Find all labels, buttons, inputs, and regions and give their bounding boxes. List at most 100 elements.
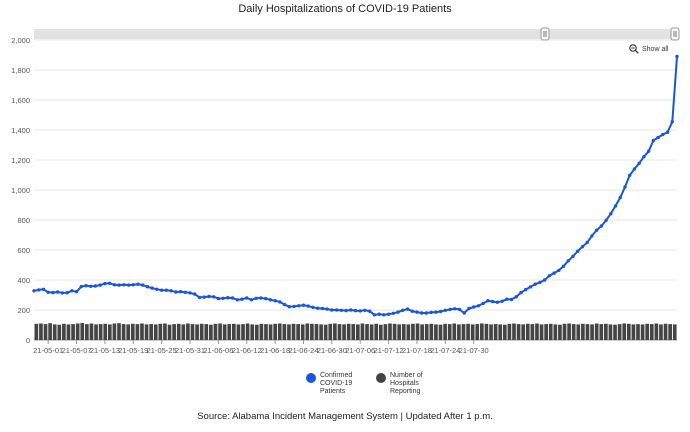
data-point — [334, 308, 339, 312]
show-all-button[interactable]: Show all — [629, 44, 668, 54]
bar — [342, 324, 346, 340]
bar — [388, 323, 392, 340]
bar — [57, 324, 62, 340]
data-point — [424, 311, 429, 315]
bar — [89, 323, 94, 340]
grid-lines — [34, 39, 677, 341]
data-point — [547, 274, 552, 278]
legend-label-confirmed: Confirmed COVID-19 Patients — [320, 372, 353, 395]
data-point — [297, 304, 301, 308]
bar — [571, 324, 576, 340]
data-point — [93, 284, 98, 288]
bar — [98, 324, 103, 340]
data-point — [193, 292, 197, 296]
data-point — [301, 303, 306, 307]
data-point — [391, 311, 396, 315]
bar — [337, 324, 342, 340]
bar — [80, 322, 85, 340]
x-tick-label: 21-06-30 — [317, 346, 347, 355]
data-point — [670, 120, 674, 124]
bar — [567, 323, 571, 340]
range-navigator[interactable] — [34, 27, 680, 41]
bar — [282, 324, 287, 340]
data-point — [273, 299, 277, 303]
x-tick-label: 21-06-24 — [288, 346, 318, 355]
data-point — [79, 284, 83, 289]
x-tick-label: 21-06-12 — [232, 346, 262, 355]
bar — [378, 324, 383, 340]
bar — [636, 324, 640, 340]
legend-item-confirmed[interactable]: Confirmed COVID-19 Patients — [306, 372, 362, 396]
data-point — [462, 311, 466, 315]
x-tick-label: 21-06-18 — [260, 346, 290, 355]
bar — [126, 324, 131, 340]
data-point — [396, 310, 400, 314]
data-point — [495, 300, 500, 304]
bar — [218, 323, 222, 340]
bar — [48, 323, 52, 340]
bar — [85, 324, 89, 340]
bar — [502, 324, 507, 340]
bar — [346, 323, 351, 340]
data-point — [89, 284, 93, 288]
data-point — [675, 54, 679, 59]
bar — [222, 324, 227, 340]
data-point — [339, 308, 344, 312]
navigator-track — [34, 29, 677, 39]
data-point — [552, 271, 556, 275]
x-tick-label: 21-05-13 — [90, 346, 120, 355]
bar — [319, 324, 323, 340]
bar — [181, 324, 186, 340]
data-point — [349, 308, 353, 312]
data-point — [434, 310, 438, 314]
series-line — [33, 56, 678, 316]
data-point — [344, 308, 348, 313]
data-point — [533, 282, 537, 286]
bar — [328, 323, 333, 340]
bar — [107, 324, 112, 340]
data-point — [471, 305, 476, 309]
bar — [645, 323, 650, 340]
x-tick-label: 21-07-06 — [345, 346, 375, 355]
data-point — [216, 296, 221, 301]
bar — [516, 324, 521, 340]
bar — [434, 324, 438, 340]
data-point — [330, 308, 334, 312]
bar — [94, 324, 98, 340]
bar — [103, 323, 108, 340]
data-point — [613, 204, 618, 208]
bar — [39, 323, 43, 340]
bar — [130, 323, 135, 340]
data-point — [490, 299, 495, 304]
bar — [176, 323, 181, 340]
data-point — [438, 309, 443, 314]
bar — [277, 323, 282, 340]
y-tick-label: 800 — [17, 216, 30, 225]
bar — [539, 324, 544, 340]
data-point — [557, 268, 561, 273]
bar — [553, 324, 558, 340]
legend-item-hospitals[interactable]: Number of Hospitals Reporting — [376, 372, 432, 396]
data-point — [386, 312, 391, 316]
data-point — [443, 308, 448, 312]
data-point — [169, 289, 173, 293]
y-tick-label: 2,000 — [11, 36, 30, 45]
data-point — [306, 304, 310, 308]
bar — [576, 324, 581, 340]
data-point — [367, 309, 372, 313]
navigator-handle-left[interactable] — [540, 27, 550, 41]
data-point — [230, 296, 235, 300]
data-point — [566, 259, 570, 263]
data-point — [410, 309, 414, 313]
bar — [548, 323, 553, 340]
bar — [144, 324, 149, 340]
data-point — [74, 290, 79, 294]
y-tick-label: 200 — [17, 306, 30, 315]
source-note: Source: Alabama Incident Management Syst… — [197, 411, 493, 422]
data-point — [419, 311, 424, 315]
navigator-handle-right[interactable] — [670, 27, 680, 41]
bar — [429, 323, 434, 340]
x-axis: 21-05-0121-05-0721-05-1321-05-1921-05-25… — [33, 340, 489, 355]
legend-label-hospitals: Number of Hospitals Reporting — [390, 372, 423, 395]
data-point — [401, 308, 405, 312]
